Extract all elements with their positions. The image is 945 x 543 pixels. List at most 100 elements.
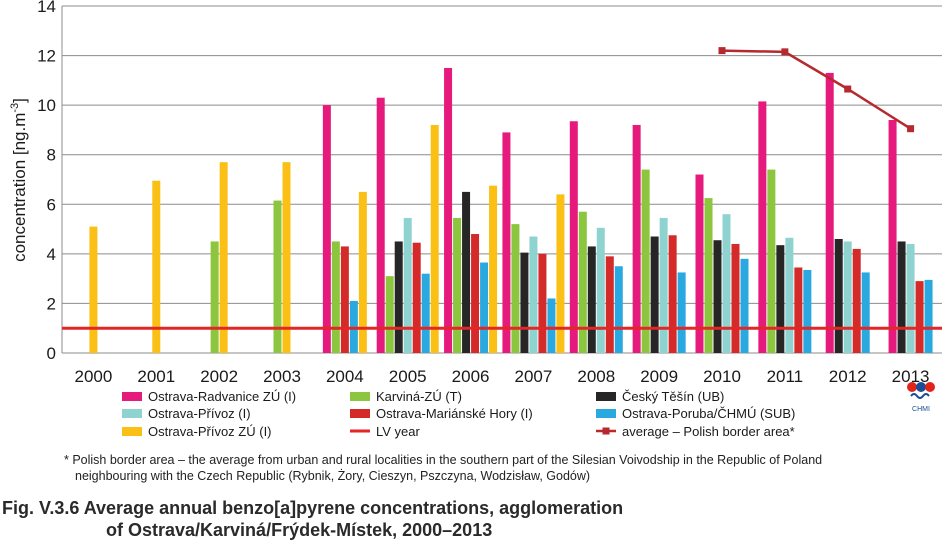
reference-lines xyxy=(62,47,942,330)
y-tick-label: 10 xyxy=(37,96,56,115)
bar xyxy=(906,243,915,353)
x-tick-label: 2010 xyxy=(703,367,741,386)
caption-line-2: of Ostrava/Karviná/Frýdek-Místek, 2000–2… xyxy=(106,520,493,540)
logo-circle-right-icon xyxy=(925,382,935,392)
x-tick-label: 2007 xyxy=(515,367,553,386)
bar xyxy=(89,226,98,353)
figure-caption: Fig. V.3.6 Average annual benzo[a]pyrene… xyxy=(2,497,942,541)
bar xyxy=(152,180,161,353)
bar xyxy=(740,258,749,353)
bar xyxy=(767,169,776,353)
x-tick-label: 2006 xyxy=(452,367,490,386)
y-tick-label: 12 xyxy=(37,47,56,66)
logo-circle-left-icon xyxy=(907,382,917,392)
legend-swatch-marker xyxy=(602,427,610,435)
bar xyxy=(825,72,834,354)
bar xyxy=(834,238,843,353)
bar xyxy=(605,256,614,353)
bar xyxy=(421,273,430,353)
average-marker xyxy=(844,85,852,93)
bar xyxy=(888,120,897,353)
x-tick-label: 2011 xyxy=(767,367,804,386)
bar xyxy=(794,267,803,353)
bar xyxy=(677,272,686,353)
bar xyxy=(578,211,587,353)
average-line xyxy=(721,49,912,130)
bar xyxy=(843,241,852,353)
x-tick-label: 2005 xyxy=(389,367,427,386)
bar xyxy=(569,121,578,353)
bar xyxy=(861,272,870,353)
bar xyxy=(453,217,462,353)
bar xyxy=(731,243,740,353)
x-tick-label: 2009 xyxy=(640,367,678,386)
legend-swatch xyxy=(122,427,142,436)
y-axis-label: concentration [ng.m-3] xyxy=(9,98,29,262)
x-tick-label: 2004 xyxy=(326,367,364,386)
bar xyxy=(376,97,385,354)
bar xyxy=(489,185,498,353)
bar xyxy=(480,262,489,353)
bar xyxy=(596,227,605,353)
bar xyxy=(273,200,282,353)
bar xyxy=(444,67,453,354)
bar xyxy=(695,174,704,353)
x-tick-label: 2008 xyxy=(577,367,615,386)
bar xyxy=(803,269,812,353)
legend-label: Ostrava-Přívoz (I) xyxy=(148,406,251,421)
logo-wave-icon xyxy=(910,393,930,399)
bar xyxy=(704,198,713,353)
y-tick-label: 2 xyxy=(47,294,56,313)
bar xyxy=(403,217,412,353)
legend-label: Ostrava-Poruba/ČHMÚ (SUB) xyxy=(622,406,795,421)
x-tick-label: 2002 xyxy=(200,367,238,386)
y-axis-label-superscript: -3 xyxy=(9,103,21,113)
x-tick-label: 2001 xyxy=(137,367,175,386)
y-axis-label-text: concentration [ng.m xyxy=(10,113,29,262)
bar xyxy=(924,279,933,353)
bar xyxy=(340,246,349,353)
bar xyxy=(556,194,565,353)
legend-swatch xyxy=(350,409,370,418)
bar xyxy=(430,124,439,353)
tick-labels: 0 2 4 6 8 10 12 14 2000 2001 2002 2003 2004 2005 2006 2… xyxy=(37,0,929,386)
legend-label: Český Těšín (UB) xyxy=(622,389,724,404)
bar xyxy=(529,236,538,353)
bar xyxy=(282,162,291,353)
caption-line-1: Fig. V.3.6 Average annual benzo[a]pyrene… xyxy=(2,498,624,518)
bar xyxy=(385,276,394,353)
bar xyxy=(776,245,785,353)
legend-swatch xyxy=(350,392,370,401)
bar xyxy=(547,298,556,353)
bar xyxy=(502,132,511,353)
bar xyxy=(520,252,529,353)
legend-swatch xyxy=(122,392,142,401)
y-tick-label: 6 xyxy=(47,195,56,214)
bar xyxy=(915,281,924,353)
logo-circle-middle-icon xyxy=(916,382,926,392)
legend-swatch xyxy=(596,392,616,401)
svg-text:concentration [ng.m-3]: concentration [ng.m-3] xyxy=(9,98,29,262)
legend-label: average – Polish border area* xyxy=(622,424,795,439)
y-tick-label: 0 xyxy=(47,344,56,363)
bar xyxy=(758,101,767,354)
bar xyxy=(659,217,668,353)
bar xyxy=(722,214,731,353)
average-marker xyxy=(907,125,915,133)
bar xyxy=(632,124,641,353)
legend-label: Ostrava-Přívoz ZÚ (I) xyxy=(148,424,272,439)
bar xyxy=(641,169,650,353)
bar xyxy=(614,266,623,353)
bar xyxy=(471,234,480,353)
footnote: * Polish border area – the average from … xyxy=(64,452,944,484)
x-tick-label: 2012 xyxy=(829,367,867,386)
chmi-logo: CHMI xyxy=(907,382,935,413)
bar xyxy=(713,240,722,353)
bar xyxy=(538,253,547,353)
bar xyxy=(219,162,228,353)
x-tick-label: 2013 xyxy=(892,367,930,386)
y-tick-label: 14 xyxy=(37,0,56,16)
bar-chart: 0 2 4 6 8 10 12 14 2000 2001 2002 2003 2004 2005 2006 2… xyxy=(9,0,942,439)
legend-label: LV year xyxy=(376,424,421,439)
bar xyxy=(650,236,659,353)
